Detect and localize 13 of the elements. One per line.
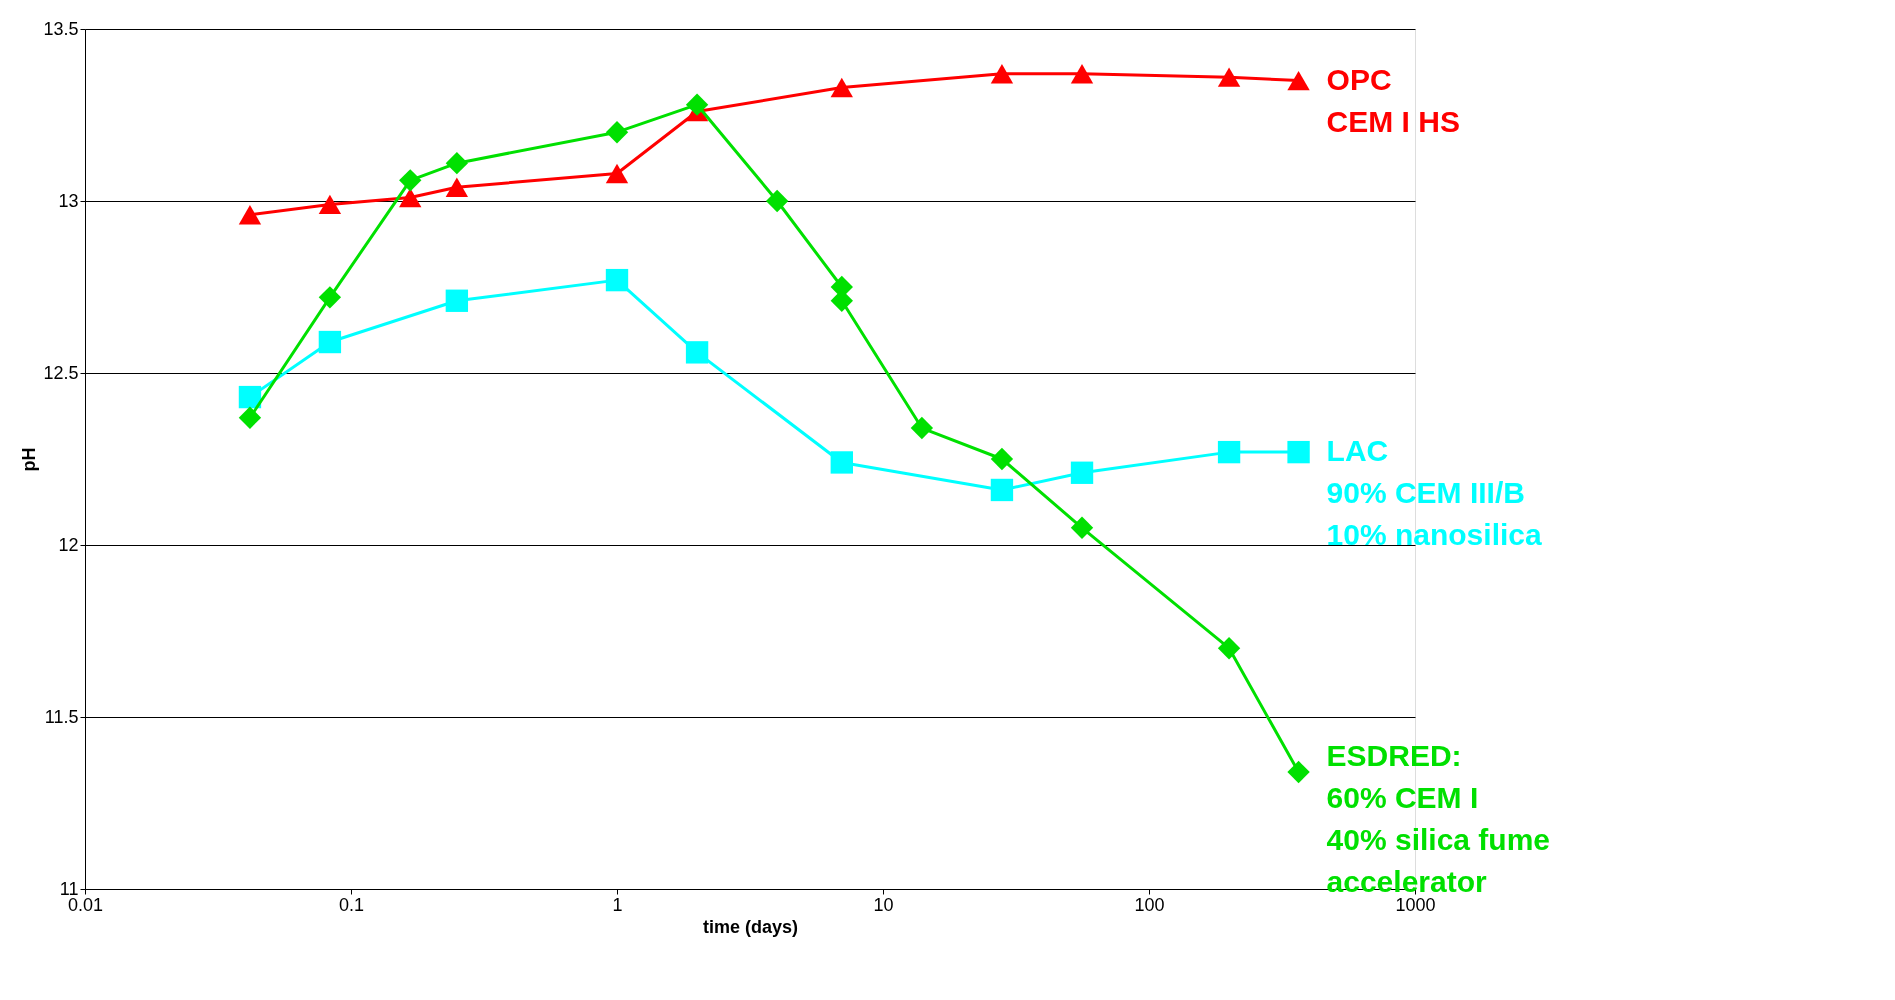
x-axis-title: time (days) xyxy=(702,916,799,937)
x-tick-label: 100 xyxy=(1134,894,1165,915)
y-axis-title: pH xyxy=(19,447,40,472)
series-label: LAC 90% CEM III/B 10% nanosilica xyxy=(1326,434,1542,552)
y-tick-label: 13 xyxy=(58,190,79,211)
y-tick-label: 11.5 xyxy=(44,706,79,727)
y-tick-label: 13.5 xyxy=(43,18,79,39)
y-tick-label: 12 xyxy=(58,534,79,555)
series-label: OPC CEM I HS xyxy=(1326,62,1460,138)
x-tick-label: 1 xyxy=(612,894,623,915)
x-tick-label: 10 xyxy=(873,894,894,915)
x-tick-label: 0.1 xyxy=(338,894,365,915)
y-tick-label: 12.5 xyxy=(43,362,79,383)
